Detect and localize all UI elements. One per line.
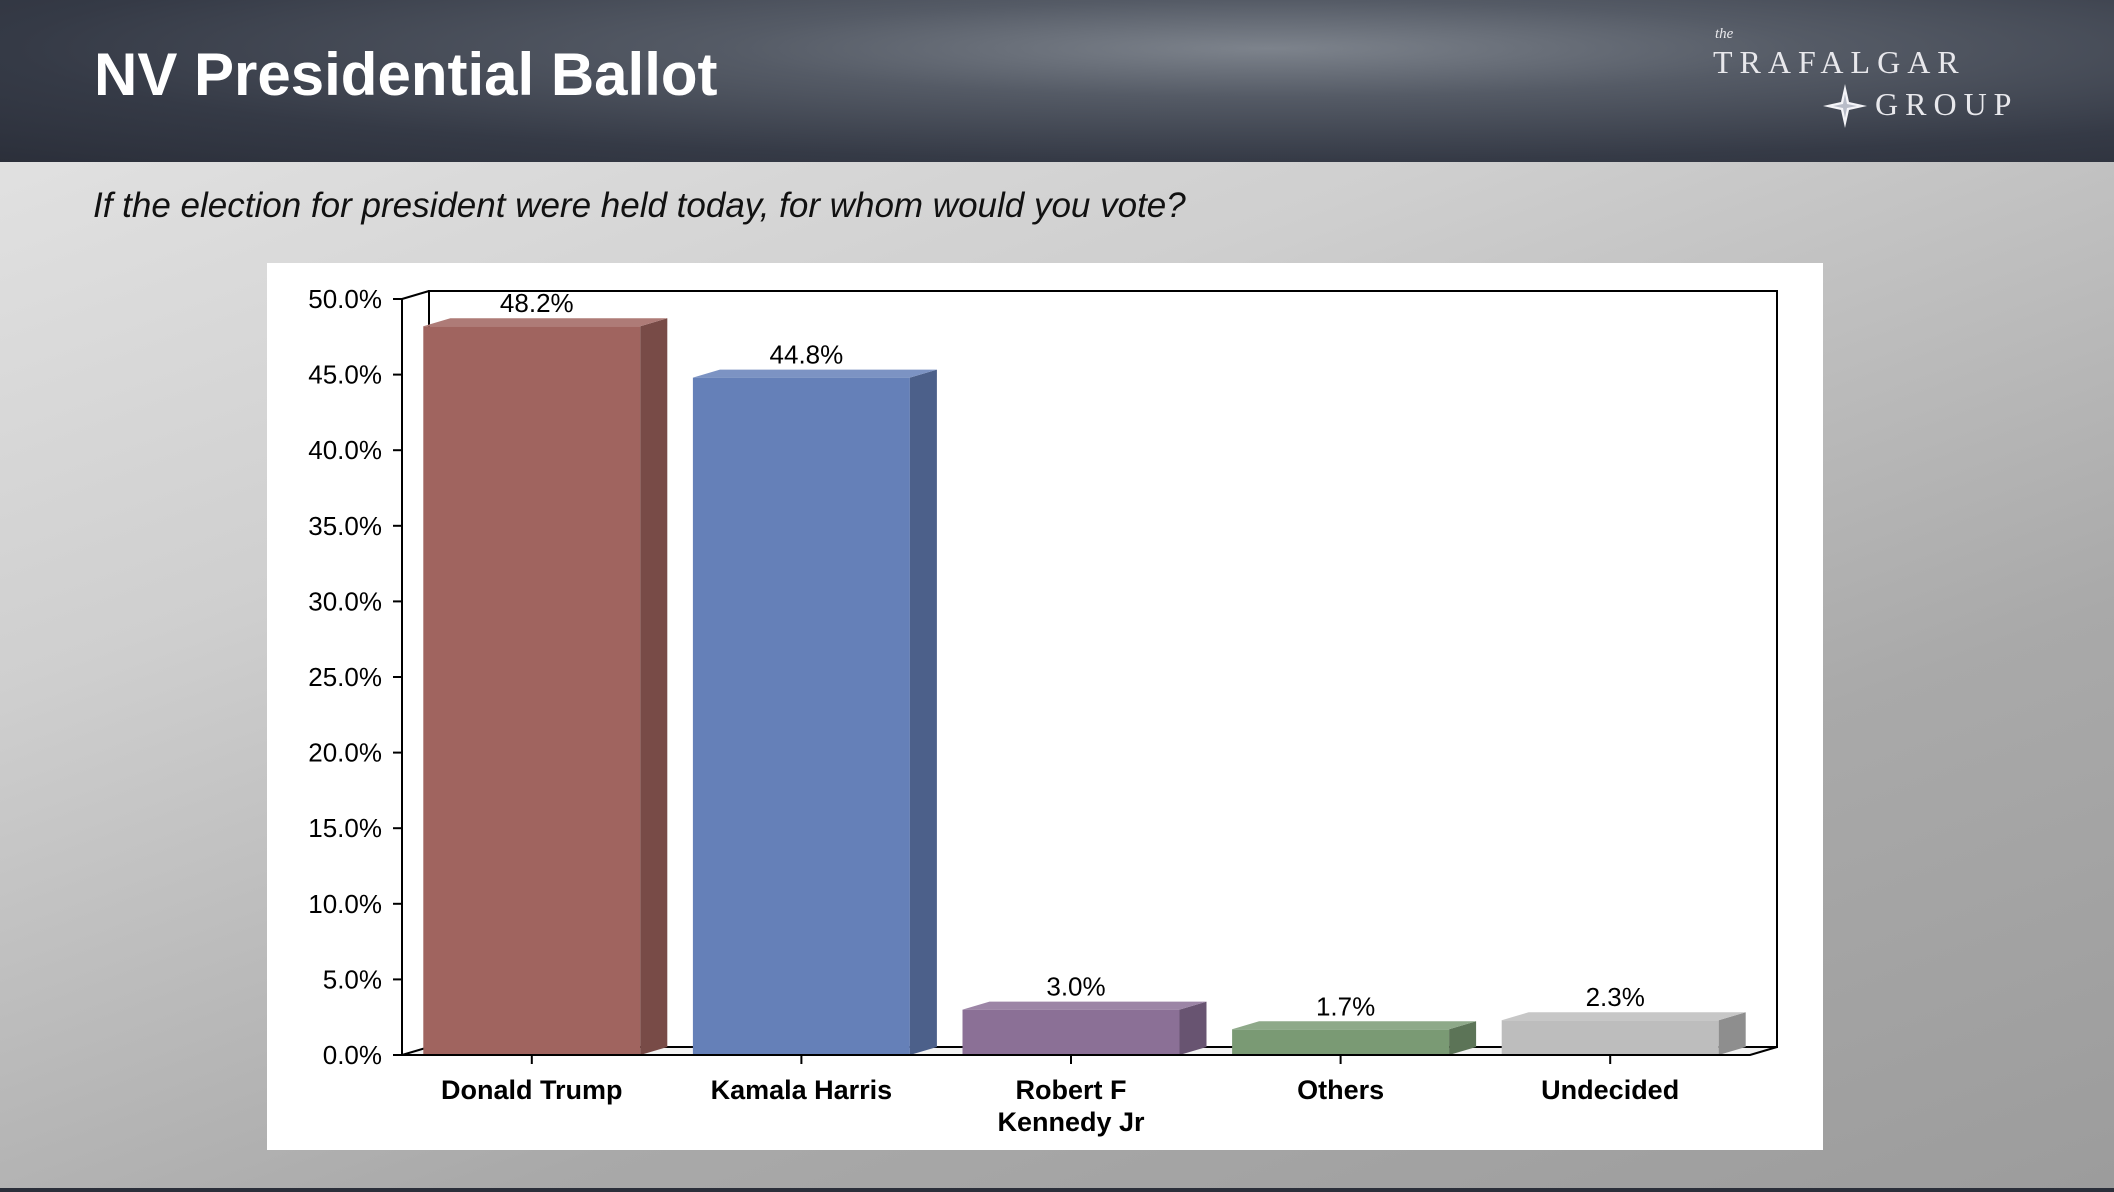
x-tick-label: Donald Trump (441, 1075, 623, 1105)
x-tick-label: Others (1297, 1075, 1384, 1105)
footer-bar (0, 1188, 2114, 1192)
bar-top-4 (1501, 1012, 1746, 1021)
bar-front-2 (962, 1009, 1180, 1055)
bar-top-0 (423, 318, 668, 327)
page-title: NV Presidential Ballot (94, 41, 718, 108)
logo-group: GROUP (1875, 86, 2019, 122)
bar-side-1 (909, 369, 937, 1055)
bar-side-3 (1449, 1021, 1477, 1055)
header-banner: NV Presidential Ballot the TRAFALGAR GRO… (0, 0, 2114, 162)
bar-front-0 (423, 326, 641, 1055)
y-tick-label: 5.0% (323, 964, 382, 994)
question-text: If the election for president were held … (93, 186, 1186, 225)
y-tick-label: 45.0% (308, 360, 382, 390)
bar-side-0 (640, 318, 668, 1055)
x-tick-label-line: Kamala Harris (711, 1075, 893, 1105)
data-label: 1.7% (1316, 991, 1375, 1021)
bar-top-2 (962, 1001, 1207, 1010)
data-label: 44.8% (770, 340, 844, 370)
x-tick-label-line: Undecided (1541, 1075, 1679, 1105)
data-label: 2.3% (1586, 982, 1645, 1012)
data-label: 3.0% (1046, 972, 1105, 1002)
x-tick-label-line: Robert F (1016, 1075, 1127, 1105)
trafalgar-group-logo: the TRAFALGAR GROUP (1705, 26, 2035, 138)
y-tick-label: 20.0% (308, 738, 382, 768)
y-tick-label: 50.0% (308, 284, 382, 314)
y-tick-label: 30.0% (308, 586, 382, 616)
x-tick-label-line: Others (1297, 1075, 1384, 1105)
bar-side-4 (1718, 1012, 1746, 1055)
x-tick-label-line: Kennedy Jr (997, 1107, 1145, 1137)
compass-star-icon (1823, 84, 1867, 128)
y-tick-label: 10.0% (308, 889, 382, 919)
x-tick-label: Kamala Harris (711, 1075, 893, 1105)
y-axis-top-edge (401, 290, 430, 300)
bar-top-1 (692, 369, 937, 378)
y-tick-label: 15.0% (308, 813, 382, 843)
y-tick-label: 25.0% (308, 662, 382, 692)
x-tick-label: Undecided (1541, 1075, 1679, 1105)
logo-the: the (1715, 26, 1734, 42)
x-tick-label-line: Donald Trump (441, 1075, 623, 1105)
y-tick-label: 35.0% (308, 511, 382, 541)
bar-side-2 (1179, 1001, 1207, 1055)
bar-front-1 (692, 377, 910, 1055)
bar-front-3 (1232, 1029, 1450, 1055)
bar-top-3 (1232, 1021, 1477, 1030)
data-label: 48.2% (500, 288, 574, 318)
y-tick-label: 0.0% (323, 1040, 382, 1070)
y-tick-label: 40.0% (308, 435, 382, 465)
bar-front-4 (1501, 1020, 1719, 1055)
logo-trafalgar: TRAFALGAR (1713, 44, 1966, 80)
x-tick-label: Robert F Kennedy Jr (997, 1075, 1145, 1137)
